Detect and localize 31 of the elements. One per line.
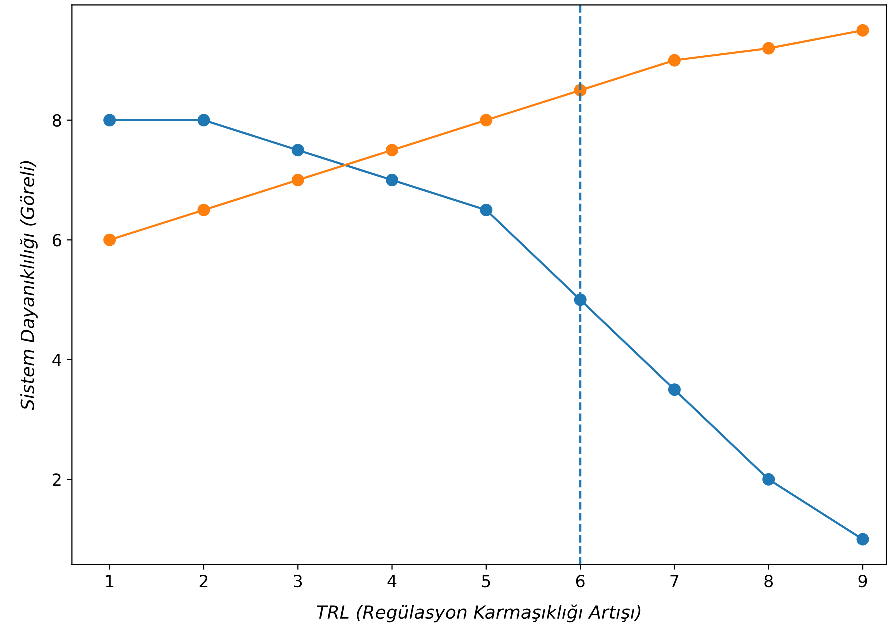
x-tick-label: 7 [670,575,679,588]
point [856,533,870,546]
x-tick-label: 3 [294,574,302,588]
y-tick-label: 8 [52,114,62,127]
y-tick-label: 4 [52,354,62,366]
x-tick-label: 1 [106,575,114,588]
point [668,384,681,396]
x-tick-label: 4 [388,575,397,588]
y-tick-label: 2 [53,474,61,486]
point [104,234,116,246]
y-tick-label: 6 [53,234,62,247]
point [762,42,776,55]
x-tick-label: 8 [764,574,774,588]
x-tick-label: 9 [858,574,868,588]
x-axis-title: TRL (Regülasyon Karmaşıklığı Artışı) [317,604,641,623]
point [292,144,304,157]
point [762,473,776,486]
point [292,174,304,187]
point [198,114,210,127]
x-tick-label: 5 [482,575,490,588]
point [386,144,399,157]
point [480,114,493,127]
point [856,24,870,37]
point [668,54,681,67]
point [480,204,493,216]
x-tick-label: 2 [200,574,208,588]
x-tick-label: 6 [576,574,585,588]
point [104,114,116,127]
y-axis-title: Sistem Dayanıklılığı (Göreli) [20,161,38,410]
point [198,204,210,216]
point [386,174,399,187]
